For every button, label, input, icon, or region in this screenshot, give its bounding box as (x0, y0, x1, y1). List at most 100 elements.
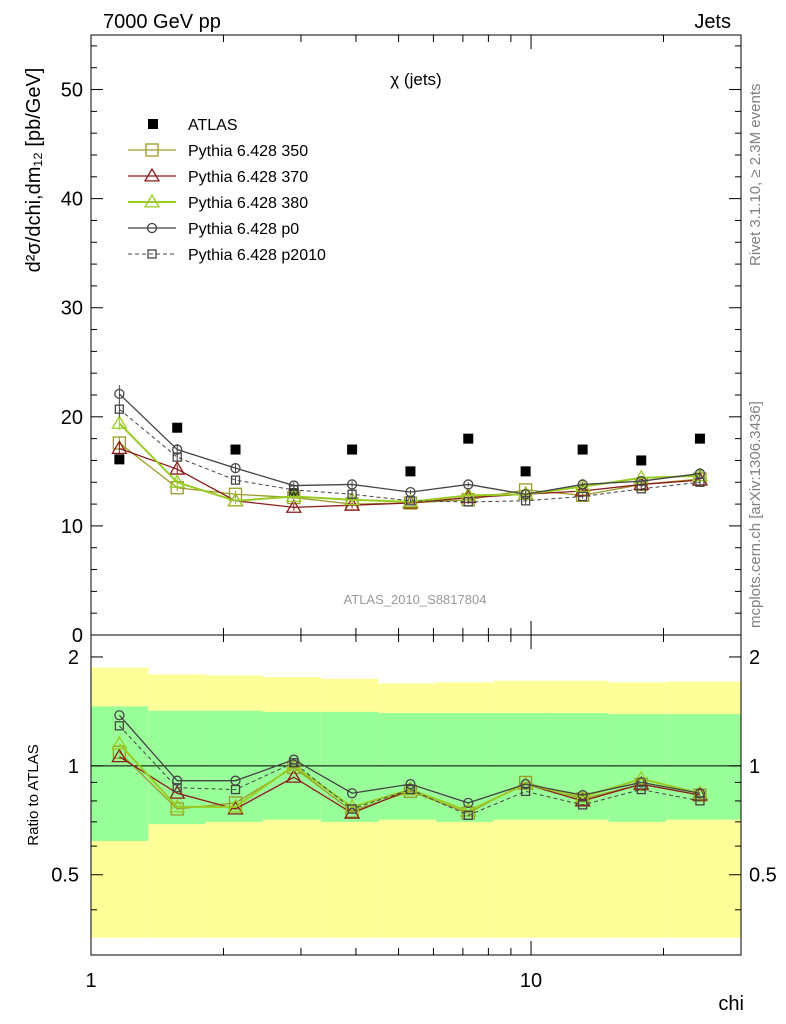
data-point (577, 479, 588, 490)
legend-label: Pythia 6.428 380 (188, 195, 308, 212)
ratio-y-tick-label-left: 2 (68, 647, 79, 669)
x-axis-label: chi (718, 993, 744, 1015)
legend-marker (143, 193, 161, 208)
data-point (114, 404, 125, 414)
ratio-point (405, 779, 416, 790)
data-point (289, 485, 299, 495)
ratio-point (577, 800, 588, 810)
x-tick-label: 10 (520, 970, 542, 992)
ratio-point (520, 779, 531, 790)
ratio-point (694, 788, 706, 799)
ratio-y-tick-label-right: 1 (749, 756, 760, 778)
ratio-point (114, 710, 125, 721)
data-point (111, 415, 128, 429)
data-point (405, 496, 416, 506)
main-panel-axes: 0 10 20 30 40 50 0.5 0.5 1 1 2 2 1 10 (51, 34, 777, 992)
ratio-point (346, 788, 358, 799)
ratio-point (111, 735, 128, 750)
legend-label: Pythia 6.428 350 (188, 143, 308, 160)
ratio-point (111, 748, 128, 763)
x-tick-label: 1 (85, 970, 96, 992)
main-y-tick-label: 10 (61, 516, 83, 538)
data-point (577, 491, 588, 502)
ratio-point (520, 786, 531, 797)
legend-item: Pythia 6.428 350 (128, 143, 308, 160)
chart-title: χ (jets) (390, 70, 441, 89)
ratio-series-line (118, 751, 701, 814)
ratio-point (574, 788, 591, 803)
data-point (285, 499, 302, 513)
data-point (230, 444, 241, 455)
legend-label: Pythia 6.428 370 (188, 169, 308, 186)
ratio-series-pythia-6-428-p0 (114, 710, 706, 809)
main-y-tick-label: 20 (61, 407, 83, 429)
data-point (230, 475, 241, 485)
series-line (118, 393, 701, 495)
legend-marker (143, 167, 161, 182)
data-point (636, 484, 646, 494)
data-point (172, 452, 182, 462)
data-point (114, 388, 125, 400)
data-point (463, 433, 474, 444)
main-y-tick-label: 40 (61, 189, 83, 211)
ratio-point (287, 760, 301, 775)
legend-marker (145, 143, 159, 157)
data-point (520, 496, 531, 506)
inner-band-bin (91, 706, 149, 841)
data-point (695, 477, 705, 487)
legend: ATLAS Pythia 6.428 350 Pythia 6.428 370 Pyt… (128, 117, 326, 264)
ratio-point (230, 784, 241, 795)
data-point (172, 422, 183, 433)
legend-marker (148, 119, 158, 129)
main-y-tick-label: 50 (61, 80, 83, 102)
ratio-point (169, 798, 186, 813)
mcplots-label: mcplots.cern.ch [arXiv:1306.3436] (747, 401, 764, 628)
ratio-point (574, 792, 591, 807)
ratio-point (289, 758, 299, 768)
ratio-series-pythia-6-428-p2010 (114, 721, 705, 820)
data-point (114, 454, 125, 465)
ratio-series-line (118, 725, 701, 816)
ratio-point (463, 810, 473, 820)
data-point (405, 466, 416, 477)
legend-marker (146, 222, 158, 234)
ratio-y-tick-label-left: 1 (68, 756, 79, 778)
data-point (347, 489, 357, 499)
ratio-point (460, 802, 477, 817)
legend-item: Pythia 6.428 p2010 (128, 247, 326, 264)
ratio-point (577, 789, 588, 801)
ratio-point (691, 786, 709, 801)
data-point (694, 433, 705, 444)
header-left: 7000 GeV pp (103, 11, 221, 33)
ratio-y-tick-label-right: 2 (749, 647, 760, 669)
ratio-point (112, 745, 127, 759)
ratio-point (636, 777, 647, 788)
data-point (169, 473, 186, 488)
ratio-point (227, 798, 244, 813)
data-point (577, 444, 588, 455)
ratio-point (227, 800, 244, 815)
inner-band-bin (608, 714, 667, 822)
data-point (285, 488, 302, 503)
ratio-point (405, 784, 416, 795)
legend-item: Pythia 6.428 p0 (128, 221, 299, 238)
ratio-y-tick-label-right: 0.5 (749, 865, 777, 887)
ratio-point (695, 796, 705, 806)
ratio-panel-series (111, 710, 709, 820)
legend-label: Pythia 6.428 p0 (188, 221, 299, 238)
ratio-point (463, 797, 474, 809)
legend-marker (147, 249, 157, 259)
ratio-uncertainty-bands (91, 667, 741, 938)
data-point (230, 462, 241, 474)
ratio-point (285, 768, 302, 783)
ratio-y-axis-label: Ratio to ATLAS (25, 744, 42, 845)
series-pythia-6-428-380 (111, 415, 709, 508)
ratio-panel-frame (90, 634, 742, 956)
main-y-tick-label: 30 (61, 298, 83, 320)
data-point (347, 444, 358, 455)
ratio-point (633, 770, 650, 785)
ratio-point (114, 721, 125, 731)
main-panel-series (111, 385, 709, 513)
ratio-y-tick-label-left: 0.5 (51, 865, 79, 887)
